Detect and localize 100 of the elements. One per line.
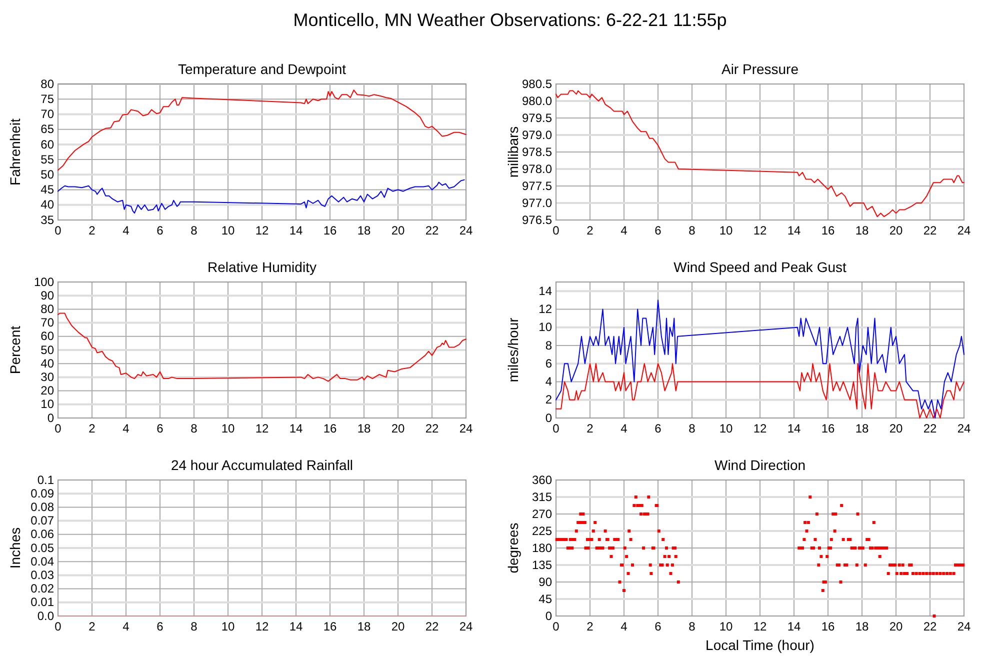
y-tick-label: 0.02 [30,582,54,596]
y-tick-label: 90 [40,288,54,302]
y-tick-label: 0.08 [30,500,54,514]
x-tick-label: 20 [391,620,405,634]
y-axis-title: Fahrenheit [7,118,23,186]
x-tick-label: 2 [88,620,96,634]
y-tick-label: 135 [532,558,552,572]
line-series [58,90,466,171]
x-tick-label: 14 [289,224,303,238]
x-tick-label: 24 [957,620,971,634]
y-tick-label: 0.09 [30,486,54,500]
y-tick-label: 14 [538,284,552,298]
y-tick-label: 980.0 [522,94,552,108]
y-tick-label: 35 [40,212,54,227]
y-tick-label: 0.03 [30,568,54,582]
y-tick-label: 10 [40,397,54,412]
x-tick-label: 22 [923,620,937,634]
x-tick-label: 10 [221,620,235,634]
y-tick-label: 45 [538,592,552,606]
y-tick-label: 12 [538,302,552,316]
x-tick-label: 12 [255,620,269,634]
y-tick-label: 270 [532,506,552,521]
x-tick-label: 14 [787,224,801,238]
x-tick-label: 4 [122,224,130,238]
x-tick-label: 22 [425,422,439,436]
x-tick-label: 8 [688,422,696,436]
x-tick-label: 4 [620,422,628,436]
x-tick-label: 6 [654,422,662,436]
x-tick-label: 12 [753,422,767,436]
x-tick-label: 6 [156,422,164,436]
x-tick-label: 22 [923,422,937,436]
y-tick-label: 180 [532,540,552,555]
line-series [556,90,964,218]
y-tick-label: 977.0 [522,196,552,210]
x-tick-label: 4 [122,620,130,634]
y-tick-label: 75 [40,92,54,106]
x-tick-label: 2 [88,422,96,436]
x-tick-label: 12 [255,422,269,436]
chart-title: 24 hour Accumulated Rainfall [170,457,354,473]
x-tick-label: 10 [221,422,235,436]
y-tick-label: 0 [545,410,552,425]
y-tick-label: 978.5 [522,144,552,159]
x-tick-label: 10 [719,224,733,238]
x-tick-label: 18 [855,422,869,436]
x-axis-title: Local Time (hour) [706,637,814,653]
x-tick-label: 8 [190,422,198,436]
x-tick-label: 10 [719,620,733,634]
x-tick-label: 20 [889,620,903,634]
x-tick-label: 10 [719,422,733,436]
line-series [58,179,465,214]
y-tick-label: 50 [40,168,54,182]
y-axis-title: Percent [7,326,23,374]
x-tick-label: 24 [459,224,473,238]
x-tick-label: 8 [190,620,198,634]
x-tick-label: 16 [821,224,835,238]
y-tick-label: 90 [538,574,552,589]
chart-title: Relative Humidity [208,259,316,275]
y-tick-label: 4 [545,374,552,389]
y-tick-label: 0 [545,608,552,623]
x-tick-label: 12 [753,620,767,634]
x-tick-label: 18 [357,620,371,634]
y-tick-label: 0.01 [30,595,54,610]
x-tick-label: 16 [821,422,835,436]
y-tick-label: 315 [532,490,552,504]
y-tick-label: 2 [545,392,552,407]
y-tick-label: 979.5 [522,110,552,125]
y-tick-label: 40 [40,356,54,370]
x-tick-label: 24 [459,422,473,436]
x-tick-label: 16 [821,620,835,634]
x-tick-label: 18 [357,422,371,436]
x-tick-label: 4 [620,620,628,634]
y-tick-label: 976.5 [522,212,552,227]
line-series [58,312,466,382]
x-tick-label: 14 [787,422,801,436]
x-tick-label: 10 [221,224,235,238]
x-tick-label: 16 [323,224,337,238]
x-tick-label: 24 [957,422,971,436]
x-tick-label: 2 [586,422,594,436]
x-tick-label: 12 [753,224,767,238]
y-tick-label: 100 [34,274,54,289]
x-tick-label: 8 [190,224,198,238]
x-tick-label: 20 [889,422,903,436]
y-tick-label: 0.04 [30,554,54,568]
y-tick-label: 70 [40,107,54,122]
y-tick-label: 980.5 [522,76,552,91]
x-tick-label: 20 [391,224,405,238]
y-tick-label: 0.1 [37,472,54,487]
x-tick-label: 12 [255,224,269,238]
x-tick-label: 14 [289,422,303,436]
x-tick-label: 14 [787,620,801,634]
y-tick-label: 50 [40,342,54,357]
y-axis-title: millibars [505,126,521,178]
x-tick-label: 2 [586,620,594,634]
y-axis-title: degrees [505,522,521,574]
y-tick-label: 65 [40,122,54,136]
x-tick-label: 2 [88,224,96,238]
y-tick-label: 60 [40,329,54,344]
x-tick-label: 2 [586,224,594,238]
y-tick-label: 30 [40,370,54,384]
y-tick-label: 979.0 [522,128,552,142]
